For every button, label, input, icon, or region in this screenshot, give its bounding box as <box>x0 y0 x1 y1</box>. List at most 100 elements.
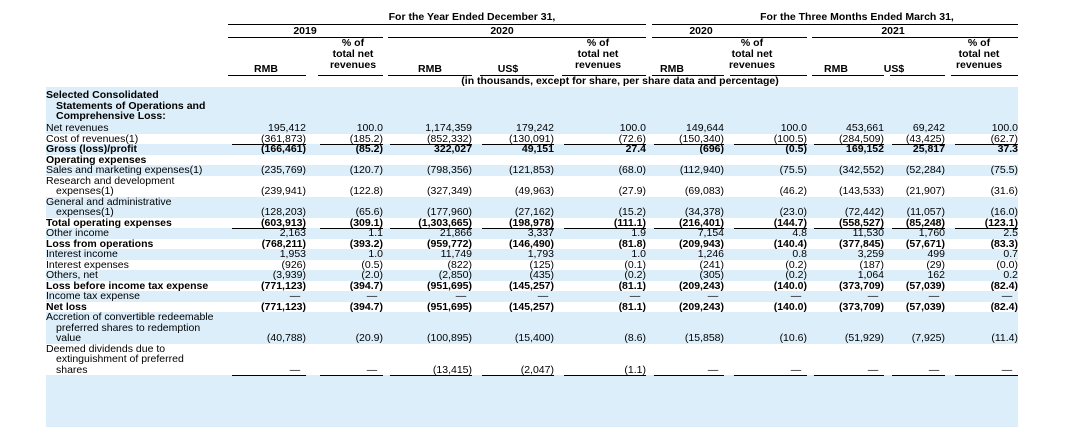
header-rule <box>652 37 807 38</box>
row-value-text: (0.2) <box>785 258 807 271</box>
row-value-text: — <box>1001 290 1013 302</box>
row-value-text: (23.0) <box>779 206 807 218</box>
row-value: (69,083) <box>654 186 724 197</box>
row-value: (696) <box>654 144 724 156</box>
row-value: (100.5) <box>734 133 807 145</box>
row-value-text: (15,858) <box>684 332 724 344</box>
row-value-text: (239,941) <box>261 185 306 197</box>
table-row: Net revenues 195,412 100.0 1,174,359 179,242… <box>0 123 1080 134</box>
row-value: (852,332) <box>390 133 472 145</box>
row-value-text: (327,349) <box>427 185 472 197</box>
header-rule <box>812 37 1018 38</box>
row-value-text: (52,284) <box>905 164 945 176</box>
row-value-text: 7,154 <box>697 227 724 239</box>
total-rule <box>232 228 306 229</box>
row-label: Loss before income tax expense <box>46 280 226 292</box>
row-value: (0.5) <box>734 144 807 156</box>
row-value: (145,257) <box>482 300 554 313</box>
row-value-text: (342,552) <box>839 164 884 176</box>
row-value: 1,246 <box>654 249 724 260</box>
row-value-text: (0.2) <box>785 269 807 281</box>
row-value: — <box>814 363 884 376</box>
row-value-text: (27,162) <box>514 206 554 218</box>
row-value-text: (771,123) <box>261 300 306 313</box>
total-rule <box>564 375 646 376</box>
row-value-text: (305) <box>699 269 724 281</box>
table-row: Interest income 1,953 1.0 11,749 1,793 1.0 1,2… <box>0 249 1080 260</box>
header-three-months: For the Three Months Ended March 31, <box>760 11 954 23</box>
row-value-text: (15.2) <box>618 206 646 218</box>
row-value: 49,151 <box>482 144 554 156</box>
row-label-line: Accretion of convertible redeemable <box>46 311 214 323</box>
row-value-text: (85,248) <box>905 216 945 229</box>
row-label-line: Operating expenses <box>46 153 147 166</box>
row-value: (68.0) <box>564 165 646 176</box>
row-value-text: 0.2 <box>1003 269 1018 281</box>
row-value-text: (187) <box>859 258 884 271</box>
row-value: (771,123) <box>232 300 306 313</box>
row-value-text: (2.0) <box>361 269 383 281</box>
row-value-text: (8.6) <box>624 332 646 344</box>
row-value-text: (69,083) <box>684 185 724 197</box>
row-label: Accretion of convertible redeemable prefe… <box>46 312 226 344</box>
row-value: (57,039) <box>892 301 945 313</box>
row-value-text: (111.1) <box>613 216 646 229</box>
row-value-text: (951,695) <box>427 279 472 292</box>
header-rmb: RMB <box>418 63 442 75</box>
total-rule <box>892 144 945 145</box>
header-usd: US$ <box>497 63 519 75</box>
row-value-text: (120.7) <box>349 164 383 176</box>
row-value-text: (284,509) <box>839 132 884 145</box>
total-rule <box>320 375 383 376</box>
total-rule <box>955 144 1018 145</box>
row-label-line: shares <box>56 363 88 376</box>
row-value-text: 1,246 <box>697 248 724 260</box>
header-rule <box>388 75 472 76</box>
row-value-text: (771,123) <box>261 279 306 292</box>
table-row: Sales and marketing expenses(1) (235,769)… <box>0 165 1080 176</box>
row-value: (52,284) <box>892 165 945 176</box>
row-value-text: (51,929) <box>844 332 884 344</box>
row-value-text: (216,401) <box>679 216 724 229</box>
row-label: General and administrative expenses(1) <box>46 195 226 218</box>
row-value: (83.3) <box>955 238 1018 250</box>
total-rule <box>320 144 383 145</box>
row-value-text: (768,211) <box>261 237 306 250</box>
row-value-text: (81.8) <box>618 237 646 250</box>
row-value-text: 100.0 <box>780 122 807 134</box>
row-value: (342,552) <box>814 165 884 176</box>
row-value-text: — <box>867 363 879 376</box>
row-value: — <box>320 364 383 376</box>
row-value-text: (85.2) <box>355 143 383 155</box>
row-value-text: (81.1) <box>618 279 646 292</box>
header-rule <box>812 75 884 76</box>
row-value: (20.9) <box>320 333 383 344</box>
row-value-text: (926) <box>281 258 306 271</box>
row-value: (121,853) <box>482 165 554 176</box>
pct-header: % of total net revenues <box>574 37 622 71</box>
row-value: (140.0) <box>734 301 807 313</box>
row-label: Interest expenses <box>46 259 226 271</box>
row-value: (49,963) <box>482 186 554 197</box>
row-value-text: (145,257) <box>509 300 554 313</box>
header-rule <box>652 75 724 76</box>
row-value: (8.6) <box>564 333 646 344</box>
row-value: (0.1) <box>564 259 646 271</box>
total-rule <box>320 228 383 229</box>
row-label-line: General and administrative <box>46 195 172 208</box>
row-value: (235,769) <box>232 165 306 176</box>
row-value-text: (1,303,665) <box>418 216 472 229</box>
row-label-line: Loss from operations <box>46 237 154 250</box>
row-value-text: (241) <box>699 258 724 271</box>
row-value-text: — <box>928 290 940 302</box>
row-value-text: (43,425) <box>905 132 945 145</box>
total-rule <box>564 144 646 145</box>
row-value-text: (40,788) <box>266 332 306 344</box>
row-value-text: (373,709) <box>839 279 884 292</box>
row-value-text: (62.7) <box>990 132 1018 145</box>
row-value-text: (309.1) <box>349 216 383 229</box>
row-value: (85,248) <box>892 216 945 229</box>
row-value-text: 4.8 <box>792 227 807 239</box>
row-label-line: expenses(1) <box>56 185 114 197</box>
row-value-text: 1,760 <box>918 227 945 239</box>
